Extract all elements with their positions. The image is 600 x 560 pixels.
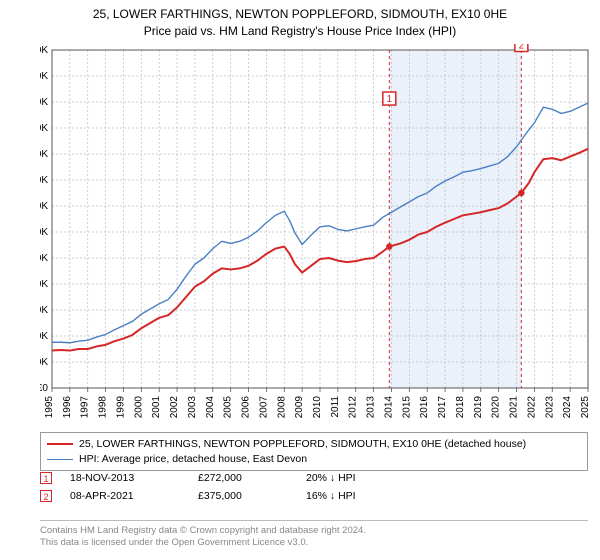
svg-text:2022: 2022 bbox=[526, 396, 537, 419]
legend-label: HPI: Average price, detached house, East… bbox=[79, 452, 307, 467]
legend-item: HPI: Average price, detached house, East… bbox=[47, 452, 581, 467]
title-subtitle: Price paid vs. HM Land Registry's House … bbox=[0, 23, 600, 40]
svg-text:2006: 2006 bbox=[241, 396, 252, 419]
line-chart-svg: £0 £50K £100K £150K £200K £250K £300K £350K £400… bbox=[40, 44, 590, 424]
svg-text:2009: 2009 bbox=[294, 396, 305, 419]
svg-text:2020: 2020 bbox=[491, 396, 502, 419]
svg-text:2000: 2000 bbox=[133, 396, 144, 419]
legend-swatch bbox=[47, 443, 73, 445]
svg-text:1997: 1997 bbox=[80, 396, 91, 419]
svg-text:£500K: £500K bbox=[40, 123, 48, 134]
svg-text:2013: 2013 bbox=[366, 396, 377, 419]
svg-text:2: 2 bbox=[519, 44, 525, 52]
svg-text:2012: 2012 bbox=[348, 396, 359, 419]
sale-row: 1 18-NOV-2013 £272,000 20% ↓ HPI bbox=[40, 472, 588, 484]
svg-text:2007: 2007 bbox=[258, 396, 269, 419]
footer-line: Contains HM Land Registry data © Crown c… bbox=[40, 525, 588, 537]
svg-text:2016: 2016 bbox=[419, 396, 430, 419]
sale-marker-icon: 2 bbox=[40, 490, 52, 502]
svg-text:£650K: £650K bbox=[40, 45, 48, 56]
svg-text:2015: 2015 bbox=[401, 396, 412, 419]
title-block: 25, LOWER FARTHINGS, NEWTON POPPLEFORD, … bbox=[0, 0, 600, 42]
svg-text:2008: 2008 bbox=[276, 396, 287, 419]
chart-area: £0 £50K £100K £150K £200K £250K £300K £350K £400… bbox=[40, 44, 590, 424]
svg-text:£550K: £550K bbox=[40, 97, 48, 108]
svg-text:1999: 1999 bbox=[115, 396, 126, 419]
legend-label: 25, LOWER FARTHINGS, NEWTON POPPLEFORD, … bbox=[79, 437, 526, 452]
svg-text:2019: 2019 bbox=[473, 396, 484, 419]
sale-price: £375,000 bbox=[198, 490, 288, 502]
svg-text:2024: 2024 bbox=[562, 396, 573, 419]
svg-text:1995: 1995 bbox=[44, 396, 55, 419]
chart-container: 25, LOWER FARTHINGS, NEWTON POPPLEFORD, … bbox=[0, 0, 600, 560]
sales-block: 1 18-NOV-2013 £272,000 20% ↓ HPI 2 08-AP… bbox=[40, 472, 588, 508]
svg-text:1996: 1996 bbox=[62, 396, 73, 419]
svg-text:2010: 2010 bbox=[312, 396, 323, 419]
svg-text:2003: 2003 bbox=[187, 396, 198, 419]
footer-attribution: Contains HM Land Registry data © Crown c… bbox=[40, 520, 588, 550]
svg-text:2004: 2004 bbox=[205, 396, 216, 419]
svg-text:£600K: £600K bbox=[40, 71, 48, 82]
svg-text:2023: 2023 bbox=[544, 396, 555, 419]
svg-text:£250K: £250K bbox=[40, 253, 48, 264]
legend-box: 25, LOWER FARTHINGS, NEWTON POPPLEFORD, … bbox=[40, 432, 588, 471]
svg-text:£450K: £450K bbox=[40, 149, 48, 160]
title-address: 25, LOWER FARTHINGS, NEWTON POPPLEFORD, … bbox=[0, 6, 600, 23]
footer-line: This data is licensed under the Open Gov… bbox=[40, 537, 588, 549]
svg-text:£350K: £350K bbox=[40, 201, 48, 212]
legend-item: 25, LOWER FARTHINGS, NEWTON POPPLEFORD, … bbox=[47, 437, 581, 452]
sale-date: 18-NOV-2013 bbox=[70, 472, 180, 484]
svg-text:1: 1 bbox=[387, 94, 393, 105]
svg-text:2001: 2001 bbox=[151, 396, 162, 419]
svg-text:2002: 2002 bbox=[169, 396, 180, 419]
sale-price: £272,000 bbox=[198, 472, 288, 484]
svg-text:1998: 1998 bbox=[98, 396, 109, 419]
svg-text:£400K: £400K bbox=[40, 175, 48, 186]
svg-text:2025: 2025 bbox=[580, 396, 590, 419]
svg-text:£300K: £300K bbox=[40, 227, 48, 238]
svg-text:2017: 2017 bbox=[437, 396, 448, 419]
svg-text:£50K: £50K bbox=[40, 357, 48, 368]
sale-date: 08-APR-2021 bbox=[70, 490, 180, 502]
legend-swatch bbox=[47, 459, 73, 460]
svg-text:2021: 2021 bbox=[509, 396, 520, 419]
svg-text:£0: £0 bbox=[40, 383, 48, 394]
sale-diff: 20% ↓ HPI bbox=[306, 472, 396, 484]
svg-text:2014: 2014 bbox=[383, 396, 394, 419]
svg-text:2005: 2005 bbox=[223, 396, 234, 419]
svg-text:2018: 2018 bbox=[455, 396, 466, 419]
svg-text:2011: 2011 bbox=[330, 396, 341, 418]
sale-marker-icon: 1 bbox=[40, 472, 52, 484]
sale-row: 2 08-APR-2021 £375,000 16% ↓ HPI bbox=[40, 490, 588, 502]
svg-text:£200K: £200K bbox=[40, 279, 48, 290]
svg-text:£100K: £100K bbox=[40, 331, 48, 342]
svg-text:£150K: £150K bbox=[40, 305, 48, 316]
sale-diff: 16% ↓ HPI bbox=[306, 490, 396, 502]
